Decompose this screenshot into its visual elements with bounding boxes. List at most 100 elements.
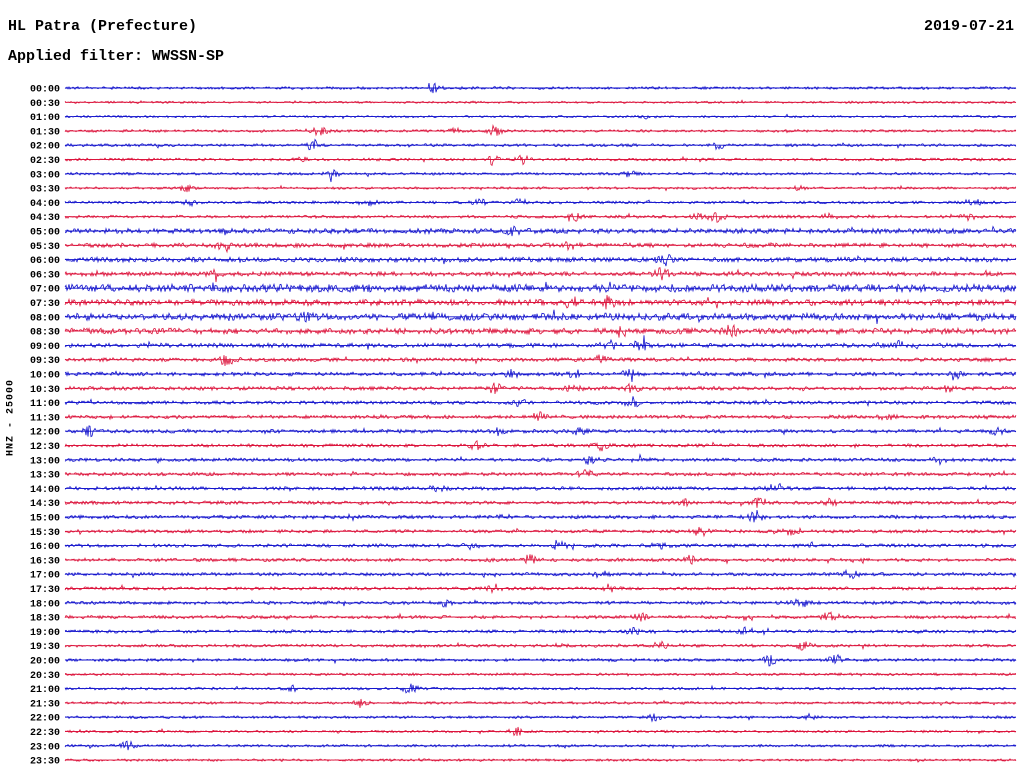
filter-label: Applied filter: WWSSN-SP	[8, 48, 225, 65]
trace-time-label: 01:00	[30, 113, 60, 124]
trace-time-label: 18:00	[30, 599, 60, 610]
trace-time-label: 02:00	[30, 142, 60, 153]
seismogram-trace	[64, 740, 1017, 751]
trace-time-label: 17:30	[30, 585, 60, 596]
trace-time-label: 21:30	[30, 699, 60, 710]
trace-time-label: 23:00	[30, 742, 60, 753]
trace-time-label: 17:00	[30, 571, 60, 582]
seismogram-trace	[64, 335, 1017, 351]
trace-time-label: 12:00	[30, 428, 60, 439]
trace-time-label: 06:30	[30, 270, 60, 281]
trace-time-label: 10:30	[30, 385, 60, 396]
seismogram-trace	[64, 626, 1017, 636]
seismogram-trace	[64, 425, 1017, 438]
trace-time-label: 04:30	[30, 213, 60, 224]
trace-time-label: 21:00	[30, 685, 60, 696]
seismogram-trace	[64, 411, 1017, 421]
trace-time-label: 23:30	[30, 757, 60, 768]
seismogram-trace	[64, 482, 1017, 493]
seismogram-trace	[64, 225, 1017, 237]
seismogram-trace	[64, 211, 1017, 223]
trace-time-label: 11:00	[30, 399, 60, 410]
seismogram-trace	[64, 197, 1017, 208]
trace-time-label: 05:30	[30, 242, 60, 253]
seismogram-trace	[64, 154, 1017, 167]
seismogram-trace	[64, 539, 1017, 551]
seismogram-trace	[64, 468, 1017, 479]
trace-time-label: 18:30	[30, 614, 60, 625]
trace-time-label: 04:00	[30, 199, 60, 210]
trace-time-label: 13:30	[30, 471, 60, 482]
seismogram-trace	[64, 653, 1017, 667]
trace-time-label: 20:30	[30, 671, 60, 682]
seismogram-trace	[64, 82, 1017, 94]
seismogram-trace	[64, 510, 1017, 523]
seismogram-trace	[64, 267, 1017, 283]
trace-time-label: 11:30	[30, 413, 60, 424]
seismogram-trace	[64, 497, 1017, 508]
seismogram-trace	[64, 568, 1017, 580]
trace-time-label: 01:30	[30, 127, 60, 138]
trace-time-label: 09:00	[30, 342, 60, 353]
trace-time-label: 00:00	[30, 85, 60, 96]
trace-time-label: 20:00	[30, 657, 60, 668]
trace-time-label: 22:00	[30, 714, 60, 725]
trace-time-label: 07:30	[30, 299, 60, 310]
seismogram-trace	[64, 240, 1017, 254]
trace-time-label: 19:30	[30, 642, 60, 653]
seismogram-trace	[64, 309, 1017, 325]
seismogram-trace	[64, 757, 1017, 763]
seismogram-trace	[64, 453, 1017, 466]
seismogram-trace	[64, 611, 1017, 622]
seismogram-trace	[64, 440, 1017, 452]
seismogram-trace	[64, 598, 1017, 608]
trace-time-label: 10:00	[30, 371, 60, 382]
seismogram-trace	[65, 712, 1017, 723]
trace-time-label: 05:00	[30, 228, 60, 239]
trace-time-label: 06:00	[30, 256, 60, 267]
seismogram-trace	[65, 671, 1016, 677]
seismogram-trace	[64, 168, 1017, 183]
trace-time-label: 08:00	[30, 313, 60, 324]
trace-time-label: 03:30	[30, 185, 60, 196]
seismogram-trace	[64, 253, 1017, 267]
trace-time-label: 19:00	[30, 628, 60, 639]
seismogram-trace	[64, 113, 1017, 120]
trace-time-label: 15:00	[30, 514, 60, 525]
seismogram-trace	[64, 99, 1017, 105]
trace-time-label: 14:00	[30, 485, 60, 496]
trace-time-label: 09:30	[30, 356, 60, 367]
station-title: HL Patra (Prefecture)	[8, 18, 198, 35]
seismogram-trace	[64, 396, 1017, 408]
trace-time-label: 08:30	[30, 328, 60, 339]
record-date: 2019-07-21	[923, 18, 1014, 35]
seismogram-trace	[65, 554, 1017, 565]
seismogram-trace	[64, 726, 1017, 737]
seismogram-trace	[64, 323, 1017, 339]
trace-time-label: 02:30	[30, 156, 60, 167]
seismogram-trace	[64, 138, 1017, 151]
seismogram-trace	[64, 526, 1017, 538]
trace-time-label: 16:00	[30, 542, 60, 553]
seismogram-trace	[64, 281, 1017, 294]
seismogram-trace	[64, 583, 1017, 595]
seismogram-trace	[64, 295, 1017, 310]
trace-time-label: 03:00	[30, 170, 60, 181]
seismogram-trace	[64, 124, 1017, 137]
trace-time-label: 12:30	[30, 442, 60, 453]
trace-time-label: 13:00	[30, 456, 60, 467]
seismogram-trace	[64, 382, 1017, 395]
trace-time-label: 15:30	[30, 528, 60, 539]
trace-time-label: 22:30	[30, 728, 60, 739]
trace-time-label: 00:30	[30, 99, 60, 110]
trace-time-label: 16:30	[30, 556, 60, 567]
seismogram-trace	[64, 640, 1017, 651]
seismogram-trace	[64, 183, 1017, 193]
seismogram-trace	[64, 698, 1017, 708]
seismogram-trace	[64, 369, 1017, 383]
seismogram-trace	[64, 354, 1017, 367]
seismogram-trace	[64, 683, 1017, 694]
trace-time-label: 07:00	[30, 285, 60, 296]
